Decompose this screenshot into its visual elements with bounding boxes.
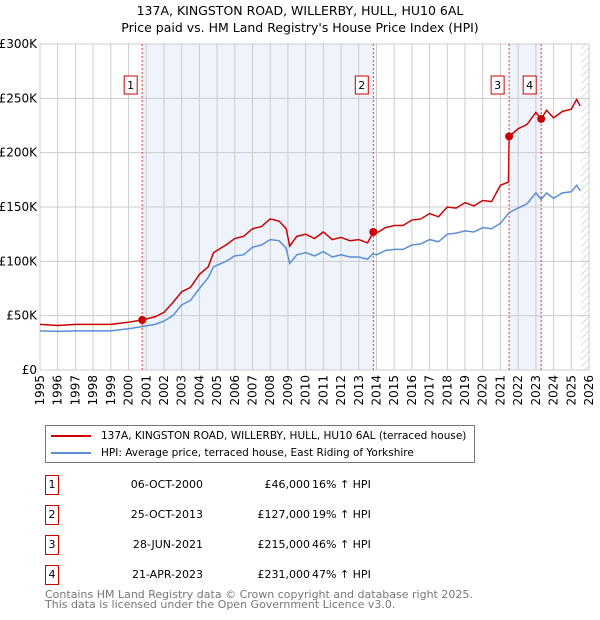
sale-label-box bbox=[123, 75, 138, 95]
x-tick-label: 2024 bbox=[547, 375, 561, 406]
sale-marker-box: 4 bbox=[45, 565, 59, 585]
x-tick-label: 2005 bbox=[210, 375, 224, 406]
x-tick-label: 2018 bbox=[440, 375, 454, 406]
sale-date: 28-JUN-2021 bbox=[132, 538, 203, 551]
sale-label: 3 bbox=[494, 79, 501, 92]
x-tick-label: 2025 bbox=[564, 375, 578, 406]
sale-date: 06-OCT-2000 bbox=[130, 478, 203, 491]
x-tick-label: 2019 bbox=[458, 375, 472, 406]
sale-label-box bbox=[490, 75, 505, 95]
x-tick-label: 1997 bbox=[68, 375, 82, 406]
x-tick-label: 2011 bbox=[316, 375, 330, 406]
y-tick-label: £0 bbox=[22, 363, 37, 377]
x-tick-label: 2023 bbox=[529, 375, 543, 406]
x-tick-label: 2008 bbox=[263, 375, 277, 406]
legend-item-property: 137A, KINGSTON ROAD, WILLERBY, HULL, HU1… bbox=[51, 430, 466, 442]
sale-hpi-diff: 47% ↑ HPI bbox=[312, 568, 371, 581]
sale-label-box bbox=[522, 75, 537, 95]
x-tick-label: 1999 bbox=[104, 375, 118, 406]
sale-price: £215,000 bbox=[257, 538, 311, 551]
series-line bbox=[39, 183, 581, 333]
sale-point bbox=[369, 227, 378, 236]
sale-marker-box: 3 bbox=[45, 535, 59, 555]
x-tick-label: 2020 bbox=[476, 375, 490, 406]
sale-date: 21-APR-2023 bbox=[131, 568, 203, 581]
x-tick-label: 2012 bbox=[334, 375, 348, 406]
sale-row: 3 28-JUN-2021 £215,000 46% ↑ HPI bbox=[45, 535, 445, 555]
sale-marker-box: 2 bbox=[45, 505, 59, 525]
y-tick-label: £100K bbox=[0, 254, 38, 268]
sale-row: 4 21-APR-2023 £231,000 47% ↑ HPI bbox=[45, 565, 445, 585]
sale-date: 25-OCT-2013 bbox=[130, 508, 203, 521]
sale-hpi-diff: 46% ↑ HPI bbox=[312, 538, 371, 551]
chart-subtitle: Price paid vs. HM Land Registry's House … bbox=[121, 20, 479, 35]
x-tick-label: 2007 bbox=[246, 375, 260, 406]
x-tick-label: 2017 bbox=[423, 375, 437, 406]
sale-marker-box: 1 bbox=[45, 475, 59, 495]
sale-row: 1 06-OCT-2000 £46,000 16% ↑ HPI bbox=[45, 475, 445, 495]
footer: Contains HM Land Registry data © Crown c… bbox=[45, 588, 473, 611]
chart-title: 137A, KINGSTON ROAD, WILLERBY, HULL, HU1… bbox=[136, 3, 464, 18]
x-tick-label: 2022 bbox=[511, 375, 525, 406]
x-tick-label: 2000 bbox=[122, 375, 136, 406]
x-tick-label: 2010 bbox=[299, 375, 313, 406]
y-tick-label: £50K bbox=[6, 309, 38, 323]
sale-row: 2 25-OCT-2013 £127,000 19% ↑ HPI bbox=[45, 505, 445, 525]
sale-hpi-diff: 16% ↑ HPI bbox=[312, 478, 371, 491]
x-tick-label: 2001 bbox=[139, 375, 153, 406]
legend-label: 137A, KINGSTON ROAD, WILLERBY, HULL, HU1… bbox=[101, 430, 467, 442]
sale-label: 2 bbox=[358, 79, 365, 92]
x-tick-label: 2002 bbox=[157, 375, 171, 406]
sale-point bbox=[505, 132, 514, 141]
y-tick-label: £300K bbox=[0, 37, 38, 51]
x-tick-label: 2003 bbox=[175, 375, 189, 406]
legend-swatch-blue bbox=[51, 452, 91, 454]
sale-point bbox=[537, 114, 546, 123]
legend-item-hpi: HPI: Average price, terraced house, East… bbox=[51, 447, 414, 459]
sale-point bbox=[138, 316, 147, 325]
sale-label: 1 bbox=[127, 79, 134, 92]
y-tick-label: £150K bbox=[0, 200, 38, 214]
legend-swatch-red bbox=[51, 435, 91, 437]
plot-border bbox=[39, 43, 590, 371]
sale-label: 4 bbox=[526, 79, 533, 92]
x-tick-label: 2026 bbox=[582, 375, 596, 406]
sale-price: £127,000 bbox=[257, 508, 311, 521]
x-tick-label: 2009 bbox=[281, 375, 295, 406]
x-tick-label: 1995 bbox=[33, 375, 47, 406]
footer-licence: This data is licensed under the Open Gov… bbox=[45, 598, 396, 611]
y-tick-label: £200K bbox=[0, 146, 38, 160]
x-tick-label: 2013 bbox=[352, 375, 366, 406]
x-tick-label: 2004 bbox=[192, 375, 206, 406]
sale-label-box bbox=[354, 75, 369, 95]
legend-label: HPI: Average price, terraced house, East… bbox=[101, 447, 414, 459]
x-tick-label: 1998 bbox=[86, 375, 100, 406]
sale-hpi-diff: 19% ↑ HPI bbox=[312, 508, 371, 521]
sale-price: £46,000 bbox=[264, 478, 311, 491]
x-tick-label: 2014 bbox=[369, 375, 383, 406]
legend: 137A, KINGSTON ROAD, WILLERBY, HULL, HU1… bbox=[45, 425, 475, 463]
x-tick-label: 2015 bbox=[387, 375, 401, 406]
x-tick-label: 2006 bbox=[228, 375, 242, 406]
sale-price: £231,000 bbox=[257, 568, 311, 581]
price-chart: 1 2 3 4 £0 £50K £100K £150K £200K £250K £300K 1995 1… bbox=[0, 37, 596, 406]
footer-copyright: Contains HM Land Registry data © Crown c… bbox=[45, 588, 473, 601]
y-tick-label: £250K bbox=[0, 91, 38, 105]
x-tick-label: 2016 bbox=[405, 375, 419, 406]
x-tick-label: 2021 bbox=[493, 375, 507, 406]
x-tick-label: 1996 bbox=[51, 375, 65, 406]
